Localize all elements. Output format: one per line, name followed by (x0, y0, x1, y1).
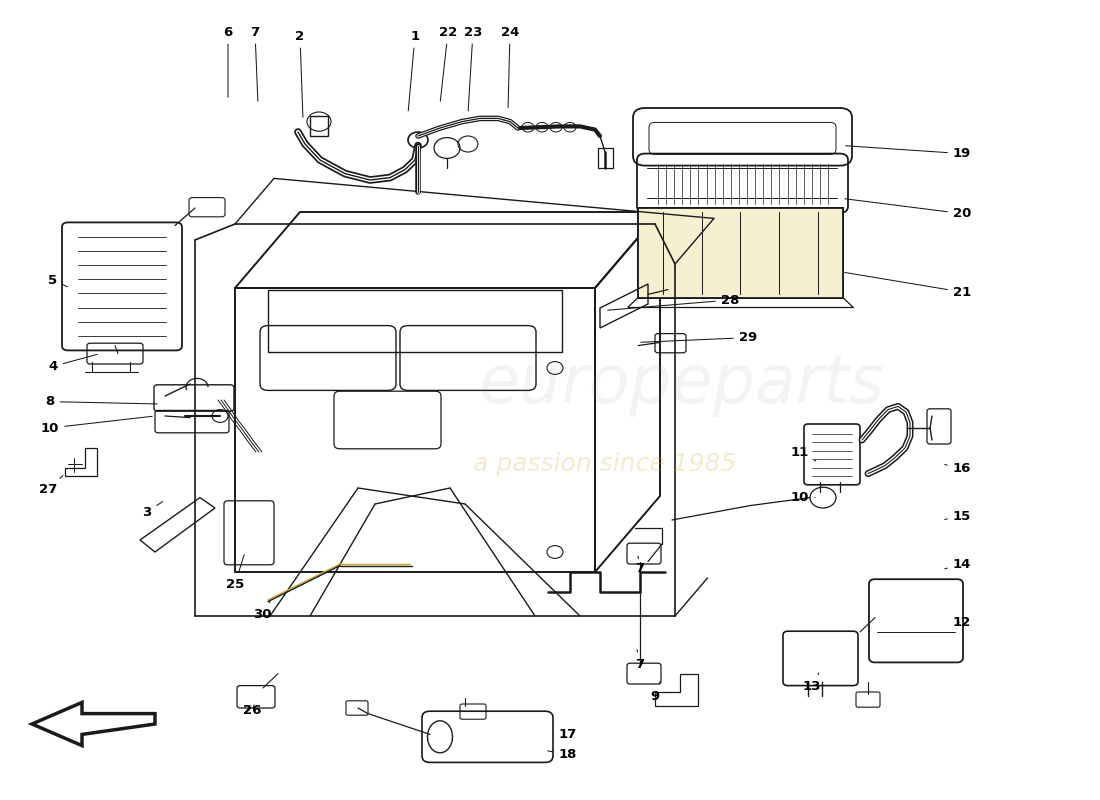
Text: 23: 23 (464, 26, 482, 111)
Text: 6: 6 (223, 26, 232, 98)
Text: a passion since 1985: a passion since 1985 (473, 452, 737, 476)
Text: 12: 12 (953, 616, 971, 629)
Text: 29: 29 (641, 331, 757, 344)
Text: 16: 16 (945, 462, 971, 474)
Text: 15: 15 (945, 510, 971, 522)
Polygon shape (638, 208, 843, 298)
Text: 20: 20 (845, 198, 971, 220)
Text: 7: 7 (636, 650, 645, 670)
Text: 19: 19 (846, 146, 971, 160)
Text: 26: 26 (243, 704, 261, 717)
Text: 22: 22 (439, 26, 458, 102)
Text: 10: 10 (791, 491, 815, 504)
Text: 21: 21 (845, 273, 971, 298)
Text: 14: 14 (945, 558, 971, 570)
Text: 8: 8 (45, 395, 157, 408)
Text: 13: 13 (803, 673, 822, 693)
Text: 7: 7 (636, 556, 645, 574)
Text: 17: 17 (553, 728, 578, 741)
Text: 24: 24 (500, 26, 519, 108)
Text: 18: 18 (548, 748, 578, 761)
Text: 25: 25 (226, 554, 244, 590)
Bar (310, 116, 328, 136)
Text: 10: 10 (41, 416, 152, 434)
Text: 9: 9 (650, 682, 660, 702)
Text: europeparts: europeparts (478, 351, 886, 417)
Text: 11: 11 (791, 446, 815, 461)
Text: 4: 4 (48, 354, 97, 373)
Text: 5: 5 (48, 274, 67, 287)
Text: 30: 30 (253, 602, 272, 621)
Text: 27: 27 (39, 475, 63, 496)
Text: 28: 28 (608, 294, 739, 310)
Text: 2: 2 (296, 30, 305, 118)
Text: 3: 3 (142, 502, 163, 518)
Bar (598, 148, 613, 168)
Text: 7: 7 (251, 26, 260, 102)
Text: 1: 1 (408, 30, 419, 111)
